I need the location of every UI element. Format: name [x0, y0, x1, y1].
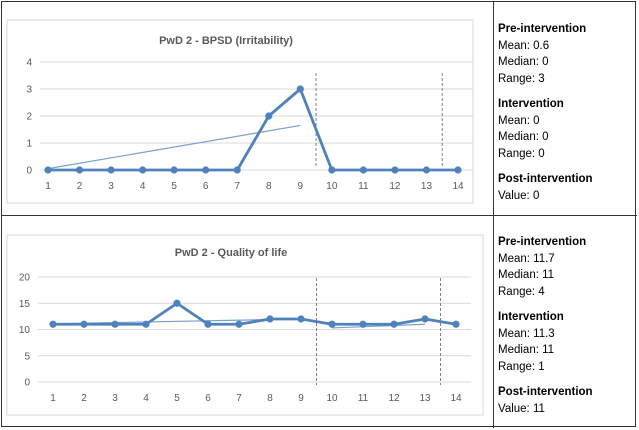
y-tick-label: 1 [26, 139, 32, 150]
pre-range: Range: 3 [498, 72, 545, 85]
data-point [142, 320, 150, 328]
data-point [170, 166, 178, 174]
pre-range: Range: 4 [498, 285, 545, 298]
data-point [266, 315, 274, 323]
x-tick-label: 14 [452, 181, 464, 192]
data-point [359, 166, 367, 174]
data-point [80, 320, 88, 328]
x-tick-label: 4 [143, 393, 149, 404]
x-tick-label: 9 [298, 393, 304, 404]
y-tick-label: 0 [24, 378, 30, 389]
column-divider [493, 1, 494, 428]
data-point [359, 320, 367, 328]
int-range: Range: 1 [498, 360, 545, 373]
data-point [265, 112, 273, 120]
int-title: Intervention [498, 311, 564, 323]
data-point [297, 315, 305, 323]
data-point [328, 166, 336, 174]
x-tick-label: 14 [450, 393, 462, 404]
int-title: Intervention [498, 98, 564, 110]
data-point [422, 166, 431, 174]
x-tick-label: 13 [419, 393, 431, 404]
pre-mean: Mean: 0.6 [498, 39, 550, 52]
data-point [173, 299, 181, 307]
y-tick-label: 20 [19, 273, 31, 284]
trend-line [331, 323, 426, 329]
x-tick-label: 8 [267, 393, 273, 404]
y-tick-label: 0 [26, 166, 32, 177]
int-median: Median: 11 [498, 344, 555, 356]
data-point [107, 166, 115, 174]
x-tick-label: 5 [174, 393, 180, 404]
y-tick-label: 5 [24, 351, 30, 362]
data-point [328, 320, 336, 328]
data-point [75, 166, 84, 174]
post-value: Value: 0 [498, 189, 540, 202]
x-tick-label: 3 [108, 181, 114, 192]
series-line [48, 87, 458, 172]
data-point [235, 320, 243, 328]
int-mean: Mean: 0 [498, 114, 540, 127]
post-value: Value: 11 [498, 402, 545, 415]
x-tick-label: 6 [203, 181, 209, 192]
data-point [391, 166, 399, 174]
x-tick-label: 8 [266, 181, 272, 192]
int-range: Range: 0 [498, 147, 545, 160]
x-tick-label: 10 [326, 393, 338, 404]
post-title: Post-intervention [498, 386, 593, 398]
x-tick-label: 7 [234, 181, 240, 192]
data-point [202, 166, 210, 174]
data-point [233, 166, 241, 174]
y-tick-label: 3 [26, 85, 32, 96]
x-tick-label: 11 [358, 393, 369, 404]
data-point [421, 315, 429, 323]
pre-median: Median: 0 [498, 56, 549, 68]
x-tick-label: 4 [140, 181, 146, 192]
x-tick-label: 1 [45, 181, 51, 192]
chart-title: PwD 2 - BPSD (Irritability) [159, 35, 293, 47]
int-median: Median: 0 [498, 131, 549, 143]
y-tick-label: 15 [19, 299, 31, 310]
x-tick-label: 2 [77, 181, 83, 192]
y-tick-label: 4 [26, 58, 32, 69]
x-tick-label: 12 [389, 181, 401, 192]
x-tick-label: 12 [388, 393, 400, 404]
data-point [49, 320, 57, 328]
row-divider [1, 215, 637, 216]
data-point [454, 166, 462, 174]
stats-qol: Pre-intervention Mean: 11.7 Median: 11 R… [498, 234, 593, 417]
y-tick-label: 2 [26, 112, 32, 123]
chart-area [6, 19, 474, 204]
x-tick-label: 10 [326, 181, 338, 192]
data-point [296, 85, 304, 93]
data-point [390, 320, 398, 328]
pre-title: Pre-intervention [498, 23, 587, 35]
x-tick-label: 13 [421, 181, 433, 192]
data-point [111, 320, 119, 328]
x-tick-label: 1 [50, 393, 56, 404]
data-point [139, 166, 147, 174]
y-tick-label: 10 [19, 325, 31, 336]
pre-title: Pre-intervention [498, 236, 587, 248]
x-tick-label: 6 [205, 393, 211, 404]
x-tick-label: 9 [298, 181, 304, 192]
data-point [44, 166, 52, 174]
x-tick-label: 2 [81, 393, 87, 404]
data-point [452, 320, 460, 328]
x-tick-label: 11 [358, 181, 369, 192]
x-tick-label: 7 [236, 393, 242, 404]
x-tick-label: 5 [171, 181, 177, 192]
pre-median: Median: 11 [498, 269, 555, 281]
series-line [53, 301, 457, 326]
stats-bpsd: Pre-intervention Mean: 0.6 Median: 0 Ran… [498, 21, 593, 204]
post-title: Post-intervention [498, 173, 593, 185]
x-tick-label: 3 [112, 393, 118, 404]
pre-mean: Mean: 11.7 [498, 252, 555, 265]
int-mean: Mean: 11.3 [498, 327, 555, 340]
data-point [204, 320, 212, 328]
chart-title: PwD 2 - Quality of life [175, 247, 287, 259]
